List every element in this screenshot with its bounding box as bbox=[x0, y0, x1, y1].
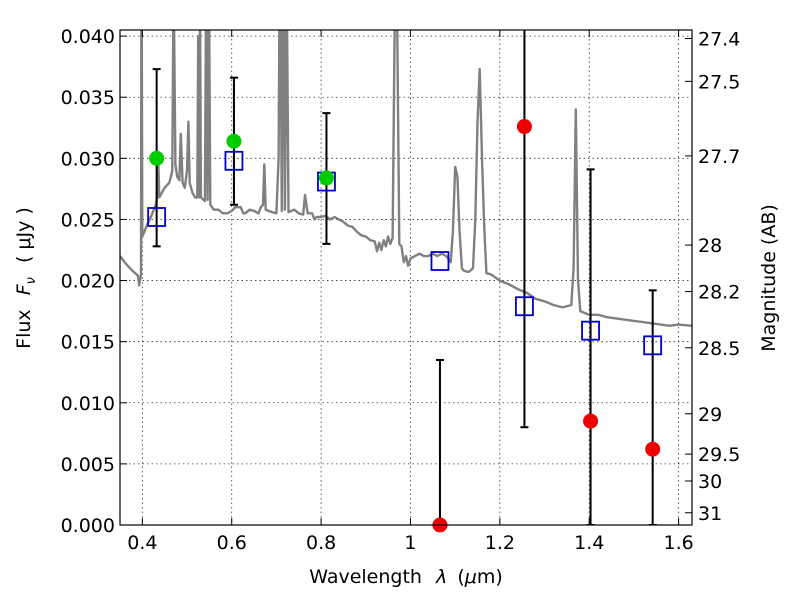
y-tick-label: 0.000 bbox=[61, 515, 115, 537]
y-tick-label: 0.015 bbox=[61, 332, 115, 354]
y-tick-label: 0.020 bbox=[61, 271, 115, 293]
y2-tick-label: 28.2 bbox=[698, 282, 740, 304]
y-axis-label: Flux Fν ( μJy ) bbox=[13, 207, 40, 349]
x-axis-label-unit-mu: μ bbox=[464, 566, 477, 588]
y2-tick-label: 27.4 bbox=[698, 29, 740, 51]
red-point bbox=[645, 441, 661, 457]
y-tick-label: 0.010 bbox=[61, 393, 115, 415]
model-square bbox=[147, 207, 167, 227]
y-tick-label: 0.040 bbox=[61, 26, 115, 48]
red-point bbox=[583, 413, 599, 429]
model-square bbox=[643, 335, 663, 356]
red-point bbox=[516, 119, 532, 135]
y-axis-label-sub: ν bbox=[24, 277, 39, 284]
x-axis-label: Wavelength λ (μm) bbox=[309, 566, 503, 588]
x-axis-label-unit-rest: m) bbox=[477, 566, 503, 588]
y-axis-label-unit: ( μJy ) bbox=[13, 207, 35, 263]
y2-tick-label: 30 bbox=[698, 471, 722, 493]
grid bbox=[120, 30, 692, 526]
green-point bbox=[149, 150, 165, 166]
y-tick-label: 0.025 bbox=[61, 209, 115, 231]
y-tick-label: 0.035 bbox=[61, 87, 115, 109]
axis-ticks: 0.4 0.6 0.8 1 1.2 1.4 1.6 0.000 0.005 0.010 0.015 0… bbox=[61, 26, 741, 554]
y2-tick-label: 31 bbox=[698, 503, 722, 525]
y2-tick-label: 28.5 bbox=[698, 338, 740, 360]
y-axis-label-prefix: Flux bbox=[13, 309, 35, 349]
y2-axis-label: Magnitude (AB) bbox=[758, 204, 780, 352]
green-point bbox=[318, 170, 334, 186]
model-square bbox=[515, 296, 534, 317]
x-tick-label: 1.4 bbox=[574, 532, 604, 554]
model-square bbox=[224, 150, 244, 171]
y-axis-label-symbol: F bbox=[13, 283, 35, 295]
model-square bbox=[430, 251, 450, 271]
x-tick-label: 0.8 bbox=[306, 532, 336, 554]
y-tick-label: 0.005 bbox=[61, 454, 115, 476]
x-tick-label: 0.4 bbox=[127, 532, 157, 554]
x-tick-label: 1 bbox=[404, 532, 416, 554]
x-axis-label-symbol: λ bbox=[435, 566, 447, 588]
y2-tick-label: 27.5 bbox=[698, 71, 740, 93]
x-tick-label: 0.6 bbox=[217, 532, 247, 554]
plot-frame bbox=[119, 29, 693, 526]
x-tick-label: 1.6 bbox=[663, 532, 693, 554]
y2-tick-label: 29 bbox=[698, 404, 722, 426]
x-axis-label-unit-open: ( bbox=[457, 566, 464, 588]
x-axis-label-prefix: Wavelength bbox=[309, 566, 422, 588]
x-tick-label: 1.2 bbox=[485, 532, 515, 554]
y2-tick-label: 28 bbox=[698, 235, 722, 257]
green-point bbox=[226, 133, 242, 149]
model-square bbox=[581, 320, 600, 341]
data-points bbox=[147, 119, 663, 533]
y2-tick-label: 29.5 bbox=[698, 444, 740, 466]
y-tick-label: 0.030 bbox=[61, 148, 115, 170]
y2-tick-label: 27.7 bbox=[698, 146, 740, 168]
